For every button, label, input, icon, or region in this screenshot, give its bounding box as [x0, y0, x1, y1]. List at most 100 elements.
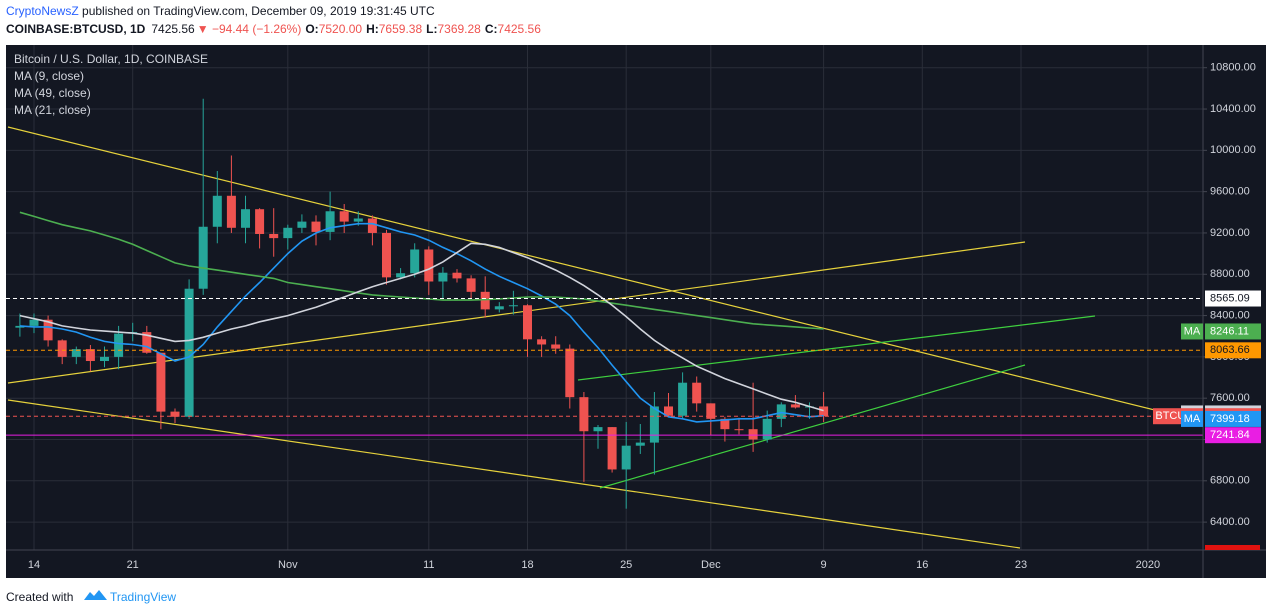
candle-body [664, 406, 673, 416]
y-tick-label: 10400.00 [1210, 103, 1256, 115]
candle-body [100, 356, 109, 362]
price-tag [1181, 410, 1203, 427]
candle-body [283, 227, 293, 239]
x-tick-label: 14 [28, 559, 40, 571]
candle-body [114, 333, 124, 357]
x-tick-label: 18 [521, 559, 533, 571]
y-tick-label: 6400.00 [1210, 516, 1250, 528]
y-tick-label: 8800.00 [1210, 268, 1250, 280]
price-badge-label: 8246.11 [1210, 325, 1249, 337]
candle-body [607, 427, 617, 470]
candle-body [367, 218, 377, 233]
price-badge [1205, 427, 1261, 444]
candle-body [551, 344, 561, 349]
candle-body [748, 429, 758, 440]
o-label: O: [305, 22, 318, 36]
candle-body [85, 349, 95, 362]
candle-body [494, 306, 504, 310]
candle-body [241, 209, 250, 228]
legend-item: MA (21, close) [14, 103, 91, 117]
x-tick-label: 23 [1015, 559, 1027, 571]
candle-body [720, 418, 730, 430]
candle-body [212, 195, 222, 227]
source: CryptoNewsZ [6, 4, 79, 18]
l-label: L: [426, 22, 437, 36]
candle-body [706, 403, 716, 419]
price-badge [1205, 410, 1261, 427]
candle-body [480, 291, 490, 310]
candle-body [297, 221, 307, 228]
ma-line [19, 242, 824, 412]
y-tick-label: 9600.00 [1210, 186, 1250, 198]
candle-body [71, 349, 81, 357]
candle-body [410, 249, 420, 274]
price-badge-label: 8565.09 [1210, 292, 1250, 304]
published: published on TradingView.com, December 0… [79, 4, 435, 18]
candle-body [537, 339, 547, 345]
chart-panel [6, 45, 1266, 578]
axes: 6400.006800.007200.007600.008000.008400.… [28, 62, 1261, 571]
x-tick-label: Dec [701, 559, 721, 571]
candle-body [678, 382, 688, 416]
change: ▼ −94.44 (−1.26%) [197, 22, 302, 36]
candle-body [339, 211, 349, 222]
x-tick-label: 2020 [1136, 559, 1160, 571]
header-line: CryptoNewsZ published on TradingView.com… [6, 4, 435, 18]
h: 7659.38 [379, 22, 423, 36]
y-tick-label: 10800.00 [1210, 62, 1256, 74]
trend-line [7, 126, 1176, 416]
candle-body [621, 445, 631, 470]
marker [1205, 545, 1260, 550]
symbol: COINBASE:BTCUSD, 1D [6, 22, 146, 36]
y-tick-label: 9200.00 [1210, 227, 1250, 239]
candle-body [565, 348, 575, 398]
o: 7520.00 [319, 22, 363, 36]
legend-item: MA (49, close) [14, 86, 91, 100]
candle-body [43, 319, 53, 341]
trend-line [577, 315, 1096, 381]
symbol-line: COINBASE:BTCUSD, 1D 7425.56 ▼ −94.44 (−1.2… [6, 22, 541, 36]
y-tick-label: 8400.00 [1210, 309, 1250, 321]
candle-body [353, 218, 363, 222]
candle-body [635, 442, 645, 446]
trend-line [599, 364, 1026, 489]
footer-text: Created with [6, 590, 73, 604]
candle-body [819, 406, 829, 417]
candle-body [424, 249, 434, 282]
footer-brand: TradingView [110, 590, 176, 604]
x-tick-label: 9 [821, 559, 827, 571]
legend-item: MA (9, close) [14, 69, 84, 83]
candle-body [790, 404, 800, 408]
c: 7425.56 [498, 22, 542, 36]
last: 7425.56 [151, 22, 195, 36]
price-badge [1205, 342, 1261, 359]
candle-body [508, 305, 518, 307]
price-tag [1181, 323, 1203, 340]
candle-body [762, 418, 772, 440]
x-tick-label: 16 [916, 559, 928, 571]
candle-body [29, 319, 39, 326]
candle-body [184, 288, 194, 417]
candle-body [311, 221, 321, 232]
candle-body [156, 352, 166, 412]
candle-body [649, 406, 659, 443]
y-tick-label: 7600.00 [1210, 392, 1250, 404]
price-tag-label: MA [1184, 413, 1201, 425]
candle-body [198, 226, 208, 289]
candle-body [734, 429, 744, 431]
price-badge [1205, 290, 1261, 307]
x-tick-label: Nov [278, 559, 298, 571]
candle-body [269, 233, 279, 239]
h-label: H: [366, 22, 379, 36]
candle-body [15, 325, 25, 328]
candle-body [255, 209, 265, 234]
price-badge-label: 7399.18 [1210, 413, 1250, 425]
price-tag-label: MA [1184, 325, 1201, 337]
x-tick-label: 11 [423, 559, 434, 571]
candle-body [396, 273, 406, 278]
c-label: C: [485, 22, 498, 36]
logo [84, 590, 107, 600]
candle-body [579, 397, 589, 432]
candle-body [142, 332, 152, 353]
